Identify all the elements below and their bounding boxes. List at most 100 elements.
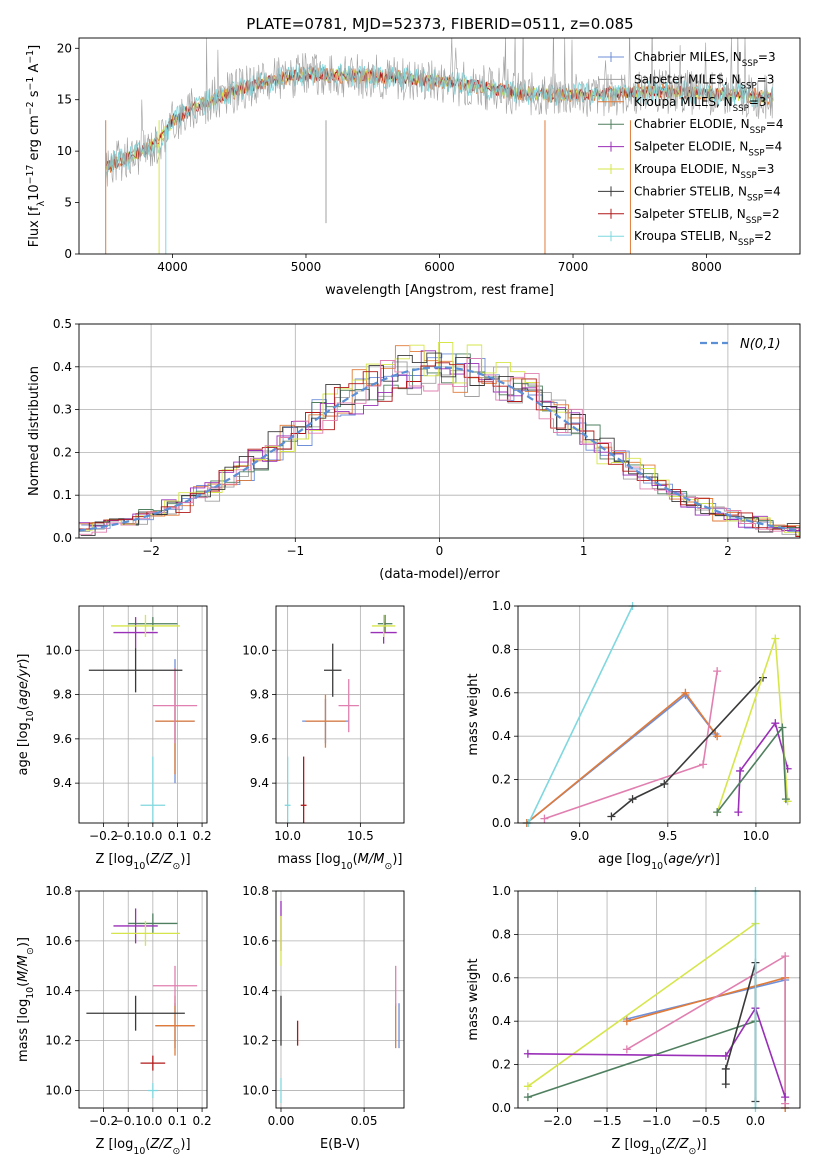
legend-label-part: Kroupa MILES, N bbox=[634, 95, 733, 109]
y-tick-label: 10.6 bbox=[242, 934, 269, 948]
y-tick-label: 0.3 bbox=[53, 403, 72, 417]
age-vs-metallicity-panel: −0.2−0.1 0.0 0.1 0.29.49.69.810.0Z [log10(Z… bbox=[16, 605, 212, 872]
legend-label-part: SSP bbox=[748, 149, 764, 159]
y-axis-label-part: erg cm bbox=[27, 115, 42, 164]
y-tick-label: 0.2 bbox=[492, 1058, 511, 1072]
y-tick-label: 9.8 bbox=[250, 688, 269, 702]
y-tick-label: 0.8 bbox=[492, 927, 511, 941]
x-tick-label: 0.0 bbox=[143, 1114, 162, 1128]
weight-marker bbox=[523, 1049, 532, 1058]
axes-frame bbox=[275, 890, 405, 1109]
x-axis-label-part: E(B-V) bbox=[320, 1137, 360, 1152]
x-axis-label-part: Z [log bbox=[95, 852, 133, 867]
x-tick-label: −0.5 bbox=[691, 1114, 720, 1128]
x-axis-label: Z [log10(Z/Z⊙)] bbox=[95, 1137, 190, 1157]
histogram-step bbox=[79, 358, 800, 535]
y-tick-label: 1.0 bbox=[492, 599, 511, 613]
weight-line bbox=[716, 638, 789, 813]
x-tick-label: 9.5 bbox=[658, 829, 677, 843]
weight-marker bbox=[721, 1051, 730, 1060]
legend-label-part: Salpeter ELODIE, N bbox=[634, 140, 748, 154]
legend-label-part: Chabrier ELODIE, N bbox=[634, 117, 750, 131]
y-tick-label: 0.0 bbox=[492, 1101, 511, 1115]
y-axis-label-part: age/yr bbox=[16, 662, 31, 705]
y-tick-label: 20 bbox=[57, 41, 72, 55]
y-tick-label: 0.5 bbox=[53, 317, 72, 331]
x-tick-label: 0.1 bbox=[168, 1114, 187, 1128]
legend-label: Salpeter STELIB, NSSP=2 bbox=[634, 207, 780, 226]
y-axis-label-part: ⊙ bbox=[25, 947, 36, 955]
x-axis-label-part: ⊙ bbox=[173, 861, 181, 872]
y-tick-label: 1.0 bbox=[492, 884, 511, 898]
weight-marker bbox=[628, 795, 637, 804]
x-tick-label: −0.2 bbox=[89, 1114, 118, 1128]
x-axis-label-part: M/M bbox=[358, 852, 385, 867]
x-axis-label-part: )] bbox=[392, 852, 402, 867]
x-axis-label: mass [log10(M/M⊙)] bbox=[278, 852, 403, 872]
y-tick-label: 15 bbox=[57, 93, 72, 107]
x-axis-label-part: ⊙ bbox=[384, 861, 392, 872]
y-axis-label-part: −17 bbox=[25, 165, 36, 185]
weight-line bbox=[527, 606, 634, 823]
histogram-step bbox=[80, 352, 800, 536]
histogram-step bbox=[79, 342, 800, 537]
y-axis-label-part: s bbox=[27, 90, 42, 101]
weight-marker bbox=[781, 795, 790, 804]
legend-label-part: SSP bbox=[742, 59, 758, 69]
y-axis-label: age [log10(age/yr)] bbox=[16, 653, 36, 775]
y-axis-label: mass [log10(M/M⊙)] bbox=[16, 937, 36, 1062]
x-axis-label-part: 10 bbox=[133, 1146, 145, 1157]
histogram-step bbox=[81, 353, 800, 532]
y-tick-label: 0.1 bbox=[53, 488, 72, 502]
x-tick-label: 0.05 bbox=[351, 1114, 378, 1128]
y-axis-label-part: mass [log bbox=[16, 999, 31, 1062]
legend-label-part: Salpeter STELIB, N bbox=[634, 207, 746, 221]
legend-label-part: SSP bbox=[738, 238, 754, 248]
x-tick-label: 1 bbox=[580, 544, 588, 558]
y-tick-label: 10.4 bbox=[242, 984, 269, 998]
y-tick-label: 0.8 bbox=[492, 642, 511, 656]
y-axis-label: mass weight bbox=[466, 673, 481, 755]
x-axis-label-part: 10 bbox=[133, 861, 145, 872]
x-axis-label-part: 10 bbox=[341, 861, 353, 872]
y-tick-label: 9.8 bbox=[53, 688, 72, 702]
legend-label: Chabrier STELIB, NSSP=4 bbox=[634, 184, 781, 203]
histogram-step bbox=[79, 362, 800, 537]
x-tick-label: 10.0 bbox=[274, 829, 301, 843]
y-tick-label: 10.2 bbox=[242, 1034, 269, 1048]
x-axis-label: Z [log10(Z/Z⊙)] bbox=[611, 1137, 706, 1157]
x-tick-label: 0.1 bbox=[168, 829, 187, 843]
y-tick-label: 0.6 bbox=[492, 971, 511, 985]
legend-label: N(0,1) bbox=[740, 337, 781, 352]
x-axis-label-part: age/yr bbox=[668, 852, 711, 867]
y-axis-label-part: ( bbox=[16, 705, 31, 710]
y-axis-label-part: 10 bbox=[25, 710, 36, 722]
weight-marker bbox=[771, 634, 780, 643]
x-tick-label: 0.0 bbox=[746, 1114, 765, 1128]
mass-vs-ebv-panel: 0.00 0.05 10.0 10.2 10.4 10.6 10.8 E(B-V) bbox=[242, 884, 405, 1152]
x-axis-label-part: Z/Z bbox=[665, 1137, 689, 1152]
y-axis-label: mass weight bbox=[466, 958, 481, 1040]
legend-label-part: Chabrier STELIB, N bbox=[634, 184, 747, 198]
y-axis-label-part: −1 bbox=[25, 50, 36, 64]
weight-marker bbox=[540, 814, 549, 823]
legend-label: Chabrier MILES, NSSP=3 bbox=[634, 50, 776, 69]
x-tick-label: 7000 bbox=[558, 260, 589, 274]
weight-line bbox=[527, 1020, 756, 1098]
x-tick-label: 2 bbox=[724, 544, 732, 558]
x-axis-label-part: ( bbox=[663, 852, 668, 867]
legend-label-part: Kroupa ELODIE, N bbox=[634, 162, 741, 176]
x-tick-label: 0 bbox=[436, 544, 444, 558]
y-tick-label: 10.0 bbox=[242, 1084, 269, 1098]
legend-label-part: =3 bbox=[758, 50, 776, 64]
x-tick-label: 0.0 bbox=[143, 829, 162, 843]
weight-marker bbox=[607, 812, 616, 821]
x-axis-label-part: wavelength [Angstrom, rest frame] bbox=[325, 283, 554, 298]
legend-label-part: =3 bbox=[749, 95, 767, 109]
spectrum-panel: 4000 5000 6000 7000 8000 0 5 10 15 20 wavelength [… bbox=[25, 37, 801, 298]
weight-marker bbox=[734, 808, 743, 817]
x-tick-label: −1 bbox=[286, 544, 304, 558]
x-tick-label: −0.1 bbox=[114, 1114, 143, 1128]
weight-line bbox=[544, 670, 718, 820]
x-axis-label: wavelength [Angstrom, rest frame] bbox=[325, 283, 554, 298]
